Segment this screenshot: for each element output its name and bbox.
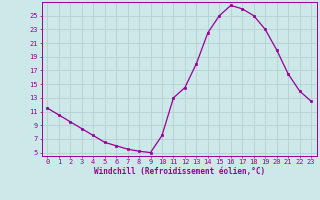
- X-axis label: Windchill (Refroidissement éolien,°C): Windchill (Refroidissement éolien,°C): [94, 167, 265, 176]
